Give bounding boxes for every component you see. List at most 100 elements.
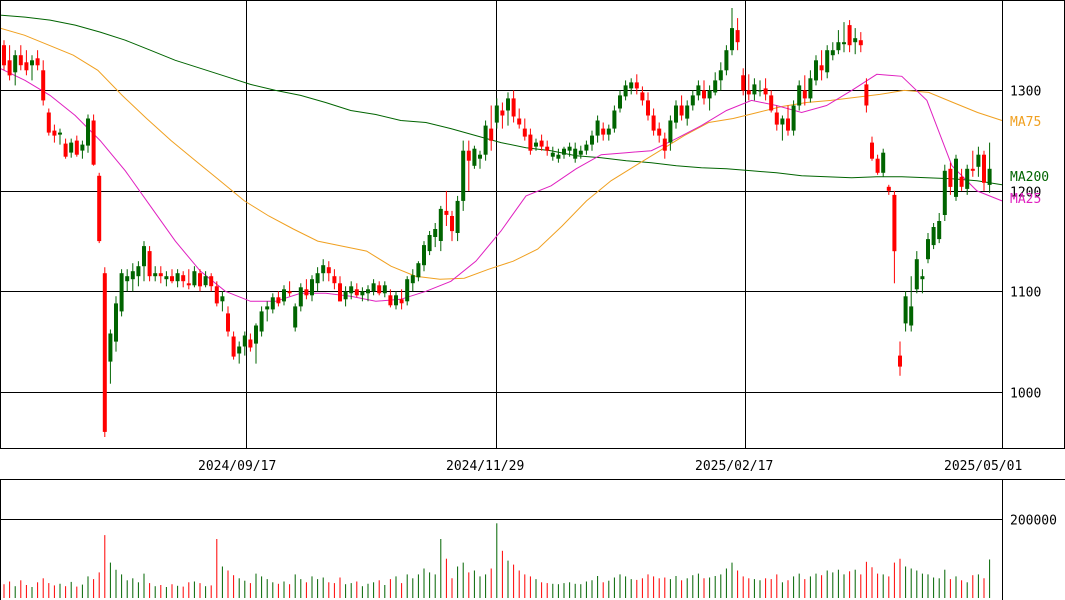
candle-body — [377, 285, 382, 294]
candle-body — [679, 105, 684, 116]
candle-body — [276, 297, 281, 304]
candle-body — [354, 289, 359, 296]
candle-body — [534, 142, 538, 147]
candle-body — [97, 175, 102, 242]
candle-body — [982, 154, 986, 183]
candle-body — [192, 271, 197, 286]
ma75-line — [0, 27, 1003, 280]
candle-body — [102, 273, 107, 432]
candle-body — [399, 299, 404, 304]
candle-body — [847, 25, 852, 46]
candle-body — [634, 82, 639, 89]
candle-body — [791, 105, 796, 131]
candle-body — [539, 140, 544, 147]
candle-body — [623, 85, 628, 97]
candle-body — [46, 112, 51, 133]
candle-body — [774, 112, 779, 125]
candle-body — [125, 276, 130, 282]
candle-body — [466, 150, 471, 161]
candle-body — [802, 90, 807, 99]
price-tick-label: 1200 — [1010, 186, 1041, 201]
candle-body — [886, 186, 891, 191]
candle-body — [657, 128, 662, 136]
candle-body — [461, 150, 466, 201]
candle-body — [758, 90, 762, 92]
candle-body — [601, 128, 606, 135]
candle-body — [780, 118, 785, 125]
candle-body — [970, 168, 975, 171]
candle-body — [214, 286, 219, 304]
candle-body — [35, 58, 40, 66]
candle-body — [702, 90, 706, 99]
candle-body — [438, 208, 443, 241]
candle-body — [254, 325, 258, 344]
candle-body — [69, 142, 74, 153]
date-tick-label: 2024/09/17 — [198, 459, 276, 474]
candle-body — [864, 84, 869, 106]
candle-body — [931, 227, 936, 246]
date-tick-label: 2024/11/29 — [446, 459, 524, 474]
candle-body — [595, 120, 600, 136]
volume-panel — [0, 519, 1002, 598]
candle-body — [410, 275, 415, 284]
candle-body — [674, 105, 678, 123]
candle-body — [478, 154, 482, 159]
candle-body — [86, 118, 90, 146]
candle-body — [556, 154, 561, 159]
candle-body — [371, 283, 376, 292]
candle-body — [13, 55, 18, 73]
candle-body — [388, 295, 393, 306]
candle-body — [30, 60, 34, 66]
candle-body — [321, 265, 326, 274]
candle-body — [853, 38, 858, 43]
candle-body — [735, 30, 740, 43]
candle-body — [114, 303, 118, 342]
candle-body — [573, 148, 578, 159]
candle-body — [825, 50, 830, 73]
candle-body — [153, 273, 158, 277]
candle-body — [920, 276, 925, 280]
candle-body — [926, 239, 930, 260]
candle-body — [836, 42, 841, 51]
legend-ma200: MA200 — [1010, 170, 1049, 185]
candle-body — [433, 229, 438, 237]
candle-body — [965, 168, 970, 189]
candle-body — [629, 82, 634, 89]
legend-ma75: MA75 — [1010, 115, 1041, 130]
candle-body — [842, 42, 846, 45]
candle-body — [830, 50, 835, 56]
candle-body — [954, 158, 958, 197]
candle-body — [136, 266, 141, 277]
price-panel — [0, 0, 1003, 448]
candle-body — [562, 148, 566, 155]
candle-body — [752, 84, 757, 95]
candle-body — [332, 276, 337, 284]
candle-body — [517, 118, 522, 125]
candle-body — [819, 65, 824, 71]
candle-body — [898, 355, 902, 367]
candle-body — [338, 283, 342, 302]
candle-body — [528, 134, 533, 151]
candle-body — [226, 313, 230, 332]
candle-body — [685, 105, 690, 119]
candle-body — [724, 50, 729, 71]
candle-body — [690, 95, 695, 106]
candle-body — [343, 291, 348, 300]
candle-body — [63, 143, 68, 157]
candle-body — [870, 142, 874, 159]
candle-body — [242, 335, 247, 347]
candle-body — [427, 235, 432, 252]
candle-body — [640, 92, 645, 101]
candle-body — [349, 286, 354, 294]
candle-body — [326, 267, 331, 274]
candle-body — [58, 132, 62, 135]
candle-body — [18, 55, 23, 66]
candle-body — [170, 276, 174, 282]
candle-body — [108, 333, 113, 362]
candle-body — [590, 135, 594, 145]
candle-body — [52, 130, 57, 136]
candle-body — [175, 273, 180, 282]
candle-body — [181, 275, 186, 282]
candle-body — [259, 311, 264, 332]
